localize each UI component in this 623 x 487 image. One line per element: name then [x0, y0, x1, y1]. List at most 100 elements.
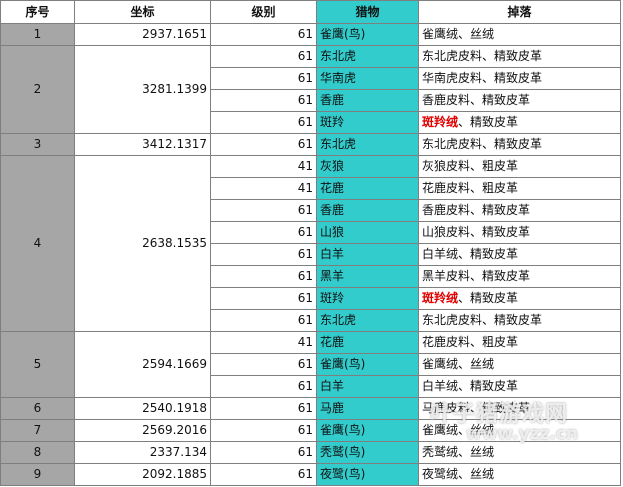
prey-cell[interactable]: 雀鹰(鸟) [316, 419, 419, 442]
seq-cell[interactable]: 7 [0, 419, 75, 442]
seq-cell[interactable]: 6 [0, 397, 75, 420]
prey-cell[interactable]: 灰狼 [316, 155, 419, 178]
prey-cell[interactable]: 马鹿 [316, 397, 419, 420]
coord-cell[interactable]: 2540.1918 [74, 397, 211, 420]
drop-cell[interactable]: 白羊绒、精致皮革 [418, 375, 621, 398]
header-level[interactable]: 级别 [210, 0, 317, 24]
drop-cell[interactable]: 花鹿皮料、粗皮革 [418, 177, 621, 200]
drop-text: 雀鹰绒、丝绒 [422, 423, 495, 437]
level-cell[interactable]: 61 [210, 265, 317, 288]
seq-cell[interactable]: 4 [0, 155, 75, 332]
prey-cell[interactable]: 白羊 [316, 243, 419, 266]
drop-cell[interactable]: 雀鹰绒、丝绒 [418, 419, 621, 442]
prey-cell[interactable]: 香鹿 [316, 89, 419, 112]
level-cell[interactable]: 61 [210, 23, 317, 46]
drop-text: 山狼皮料、精致皮革 [422, 225, 531, 239]
table-body: 1 2937.1651 61 雀鹰(鸟) 雀鹰绒、丝绒 2 3281.1399 61 东北虎 东北… [0, 23, 621, 486]
table-row: 61 斑羚 斑羚绒、精致皮革 [1, 111, 621, 134]
header-seq[interactable]: 序号 [0, 0, 75, 24]
drop-text: 秃鹫绒、丝绒 [422, 445, 495, 459]
table-row: 3 3412.1317 61 东北虎 东北虎皮料、精致皮革 [0, 133, 621, 156]
level-cell[interactable]: 41 [210, 177, 317, 200]
level-cell[interactable]: 61 [210, 419, 317, 442]
coord-cell[interactable]: 2638.1535 [74, 155, 211, 332]
header-prey[interactable]: 猎物 [316, 0, 419, 24]
prey-cell[interactable]: 秃鹫(鸟) [316, 441, 419, 464]
level-cell[interactable]: 61 [210, 243, 317, 266]
drop-text: 、精致皮革 [458, 115, 519, 129]
coord-cell[interactable]: 2337.134 [74, 441, 211, 464]
seq-cell[interactable]: 1 [0, 23, 75, 46]
table-row: 6 2540.1918 61 马鹿 马鹿皮料、精致皮革 [0, 397, 621, 420]
drop-text: 花鹿皮料、粗皮革 [422, 335, 519, 349]
drop-text: 白羊绒、精致皮革 [422, 247, 519, 261]
table-row: 5 2594.1669 41 花鹿 花鹿皮料、粗皮革 [0, 331, 621, 398]
seq-cell[interactable]: 9 [0, 463, 75, 486]
drop-cell[interactable]: 灰狼皮料、粗皮革 [418, 155, 621, 178]
prey-cell[interactable]: 花鹿 [316, 331, 419, 354]
level-cell[interactable]: 61 [210, 199, 317, 222]
seq-cell[interactable]: 3 [0, 133, 75, 156]
drop-cell[interactable]: 秃鹫绒、丝绒 [418, 441, 621, 464]
drop-cell[interactable]: 山狼皮料、精致皮革 [418, 221, 621, 244]
coord-cell[interactable]: 3281.1399 [74, 45, 211, 134]
drop-cell[interactable]: 东北虎皮料、精致皮革 [418, 309, 621, 332]
seq-cell[interactable]: 5 [0, 331, 75, 398]
header-drop[interactable]: 掉落 [418, 0, 621, 24]
coord-cell[interactable]: 3412.1317 [74, 133, 211, 156]
seq-cell[interactable]: 2 [0, 45, 75, 134]
prey-cell[interactable]: 黑羊 [316, 265, 419, 288]
prey-cell[interactable]: 雀鹰(鸟) [316, 353, 419, 376]
coord-cell[interactable]: 2569.2016 [74, 419, 211, 442]
drop-cell[interactable]: 雀鹰绒、丝绒 [418, 353, 621, 376]
prey-cell[interactable]: 斑羚 [316, 111, 419, 134]
level-cell[interactable]: 61 [210, 111, 317, 134]
prey-cell[interactable]: 东北虎 [316, 45, 419, 68]
drop-cell[interactable]: 华南虎皮料、精致皮革 [418, 67, 621, 90]
level-cell[interactable]: 61 [210, 309, 317, 332]
level-cell[interactable]: 61 [210, 353, 317, 376]
prey-cell[interactable]: 斑羚 [316, 287, 419, 310]
drop-cell[interactable]: 香鹿皮料、精致皮革 [418, 199, 621, 222]
header-coord[interactable]: 坐标 [74, 0, 211, 24]
coord-cell[interactable]: 2092.1885 [74, 463, 211, 486]
drop-cell[interactable]: 白羊绒、精致皮革 [418, 243, 621, 266]
drop-cell[interactable]: 马鹿皮料、精致皮革 [418, 397, 621, 420]
drop-cell[interactable]: 夜鹭绒、丝绒 [418, 463, 621, 486]
level-cell[interactable]: 41 [210, 155, 317, 178]
level-cell[interactable]: 61 [210, 375, 317, 398]
level-cell[interactable]: 61 [210, 287, 317, 310]
level-cell[interactable]: 61 [210, 397, 317, 420]
prey-cell[interactable]: 夜鹭(鸟) [316, 463, 419, 486]
coord-cell[interactable]: 2937.1651 [74, 23, 211, 46]
level-cell[interactable]: 41 [210, 331, 317, 354]
prey-cell[interactable]: 花鹿 [316, 177, 419, 200]
level-cell[interactable]: 61 [210, 89, 317, 112]
level-cell[interactable]: 61 [210, 133, 317, 156]
level-cell[interactable]: 61 [210, 45, 317, 68]
drop-text: 、精致皮革 [458, 291, 519, 305]
prey-cell[interactable]: 东北虎 [316, 133, 419, 156]
drop-cell[interactable]: 斑羚绒、精致皮革 [418, 111, 621, 134]
prey-cell[interactable]: 山狼 [316, 221, 419, 244]
level-cell[interactable]: 61 [210, 67, 317, 90]
drop-cell[interactable]: 花鹿皮料、粗皮革 [418, 331, 621, 354]
prey-cell[interactable]: 雀鹰(鸟) [316, 23, 419, 46]
drop-cell[interactable]: 香鹿皮料、精致皮革 [418, 89, 621, 112]
seq-cell[interactable]: 8 [0, 441, 75, 464]
prey-cell[interactable]: 白羊 [316, 375, 419, 398]
prey-cell[interactable]: 华南虎 [316, 67, 419, 90]
level-cell[interactable]: 61 [210, 441, 317, 464]
drop-text: 夜鹭绒、丝绒 [422, 467, 495, 481]
drop-text: 花鹿皮料、粗皮革 [422, 181, 519, 195]
prey-cell[interactable]: 香鹿 [316, 199, 419, 222]
drop-cell[interactable]: 东北虎皮料、精致皮革 [418, 133, 621, 156]
drop-cell[interactable]: 斑羚绒、精致皮革 [418, 287, 621, 310]
prey-cell[interactable]: 东北虎 [316, 309, 419, 332]
level-cell[interactable]: 61 [210, 463, 317, 486]
drop-cell[interactable]: 黑羊皮料、精致皮革 [418, 265, 621, 288]
drop-cell[interactable]: 东北虎皮料、精致皮革 [418, 45, 621, 68]
coord-cell[interactable]: 2594.1669 [74, 331, 211, 398]
level-cell[interactable]: 61 [210, 221, 317, 244]
drop-cell[interactable]: 雀鹰绒、丝绒 [418, 23, 621, 46]
